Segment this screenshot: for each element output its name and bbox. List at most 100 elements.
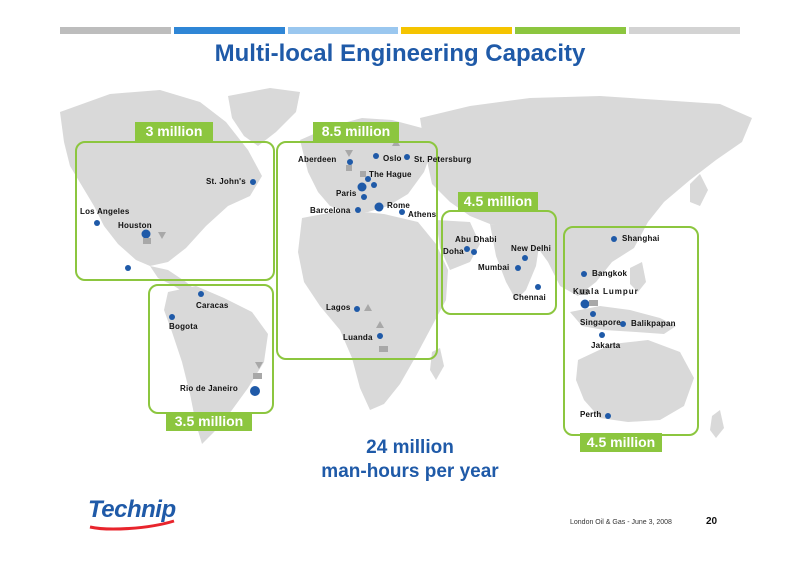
summary-unit: man-hours per year	[321, 461, 499, 482]
city-label: St. John's	[206, 177, 246, 186]
city-dot-perth	[605, 413, 611, 419]
technip-logo-mark	[89, 519, 175, 531]
landmass-africa	[298, 210, 448, 410]
city-dot-rio-de-janeiro	[250, 386, 260, 396]
city-dot-jakarta	[599, 332, 605, 338]
city-label: Luanda	[343, 333, 373, 342]
city-dot-athens	[399, 209, 405, 215]
color-bar-segment	[173, 27, 285, 34]
city-dot-bogota	[169, 314, 175, 320]
landmass-indonesia	[570, 306, 676, 334]
city-label: Aberdeen	[298, 155, 337, 164]
color-bar-segment	[401, 27, 513, 34]
city-label: Chennai	[513, 293, 546, 302]
square-marker	[346, 165, 352, 171]
square-marker	[589, 300, 598, 306]
city-dot-lagos	[354, 306, 360, 312]
city-dot-paris	[357, 182, 367, 192]
footer-text: London Oil & Gas - June 3, 2008	[570, 519, 672, 526]
triangle-marker	[364, 304, 372, 311]
city-dot-mumbai	[515, 265, 521, 271]
landmass-greenland	[228, 88, 300, 146]
city-label: Bangkok	[592, 269, 628, 278]
city-label: Perth	[580, 410, 602, 419]
city-label: Doha	[443, 247, 464, 256]
city-dot-lyon	[361, 194, 367, 200]
city-dot-oslo	[373, 153, 379, 159]
city-label: Lagos	[326, 303, 351, 312]
city-label: Oslo	[383, 154, 402, 163]
city-dot-doha	[464, 246, 470, 252]
region-label-europe-africa: 8.5 million	[313, 122, 399, 141]
landmass-south-america	[164, 286, 268, 444]
city-label: Barcelona	[310, 206, 351, 215]
city-dot-new-delhi	[522, 255, 528, 261]
top-color-bar	[60, 27, 740, 34]
facility-markers	[143, 139, 598, 379]
city-dot-rome	[374, 202, 384, 212]
city-label: Houston	[118, 221, 152, 230]
city-label: Rio de Janeiro	[180, 384, 238, 393]
city-dot-st-johns	[250, 179, 256, 185]
landmass-arabia	[436, 220, 480, 270]
color-bar-segment	[629, 27, 740, 34]
office-dots	[94, 153, 626, 419]
square-marker	[360, 171, 366, 177]
city-dot-los-angeles	[94, 220, 100, 226]
color-bar-segment	[515, 27, 627, 34]
city-dot-luanda	[377, 333, 383, 339]
city-dot-singapore	[590, 311, 596, 317]
city-label: Athens	[408, 210, 437, 219]
color-bar-segment	[60, 27, 171, 34]
triangle-marker	[158, 232, 166, 239]
square-marker	[579, 289, 588, 295]
landmass-philippines	[630, 262, 646, 292]
landmass-new-zealand	[710, 410, 724, 438]
city-label: St. Petersburg	[414, 155, 472, 164]
city-dot-barcelona	[355, 207, 361, 213]
summary-total: 24 million	[366, 437, 454, 458]
region-box-north-america	[75, 141, 275, 281]
city-label: Singapore	[580, 318, 621, 327]
city-dot-frankfurt	[371, 182, 377, 188]
city-label: The Hague	[369, 170, 412, 179]
landmass-japan	[690, 174, 708, 206]
city-dot-caracas	[198, 291, 204, 297]
city-dot-the-hague	[365, 176, 371, 182]
city-label: Paris	[336, 189, 357, 198]
city-dot-shanghai	[611, 236, 617, 242]
square-marker	[379, 346, 388, 352]
city-label: Abu Dhabi	[455, 235, 497, 244]
triangle-marker	[376, 321, 384, 328]
square-marker	[253, 373, 262, 379]
city-label: New Delhi	[511, 244, 552, 253]
page-number: 20	[706, 516, 718, 527]
triangle-marker	[255, 362, 263, 369]
region-box-middle-east	[441, 210, 557, 315]
city-dot-mexico	[125, 265, 131, 271]
technip-logo: Technip	[88, 496, 176, 523]
landmass-asia	[420, 96, 752, 296]
city-label: Los Angeles	[80, 207, 130, 216]
city-dot-chennai	[535, 284, 541, 290]
city-dot-houston	[141, 229, 151, 239]
city-label: Caracas	[196, 301, 229, 310]
city-label: Shanghai	[622, 234, 660, 243]
square-marker	[143, 238, 151, 244]
city-label: Kuala Lumpur	[573, 287, 639, 296]
triangle-marker	[345, 150, 353, 157]
page-title: Multi-local Engineering Capacity	[214, 40, 586, 67]
city-label: Jakarta	[591, 341, 621, 350]
city-label: Rome	[387, 201, 411, 210]
region-label-north-america: 3 million	[135, 122, 213, 141]
landmass-australia	[576, 340, 694, 422]
city-dot-abu-dhabi	[471, 249, 477, 255]
landmass-india	[490, 224, 540, 300]
region-box-asia-pacific	[563, 226, 699, 436]
color-bar-segment	[287, 27, 399, 34]
city-dot-bangkok	[581, 271, 587, 277]
region-box-europe-africa	[276, 141, 438, 360]
city-dot-balikpapan	[620, 321, 626, 327]
city-label: Bogota	[169, 322, 198, 331]
city-label: Balikpapan	[631, 319, 676, 328]
